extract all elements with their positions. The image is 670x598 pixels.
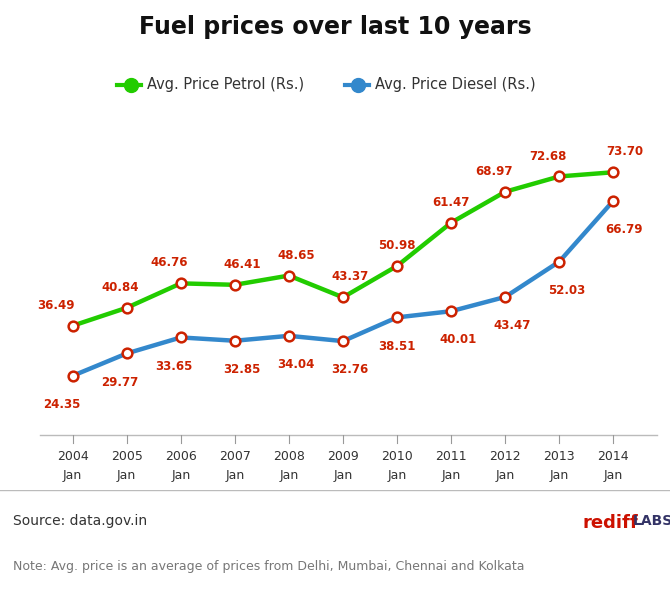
Text: 2004: 2004 (57, 450, 88, 463)
Text: 46.41: 46.41 (223, 258, 261, 271)
Text: 34.04: 34.04 (277, 358, 314, 371)
Text: Jan: Jan (63, 469, 82, 482)
Text: Source: data.gov.in: Source: data.gov.in (13, 514, 147, 528)
Text: 36.49: 36.49 (38, 299, 75, 312)
Text: 2011: 2011 (436, 450, 467, 463)
Text: Note: Avg. price is an average of prices from Delhi, Mumbai, Chennai and Kolkata: Note: Avg. price is an average of prices… (13, 560, 525, 573)
Text: 43.37: 43.37 (331, 270, 369, 283)
Text: Fuel prices over last 10 years: Fuel prices over last 10 years (139, 15, 531, 39)
Text: 66.79: 66.79 (606, 223, 643, 236)
Text: 2007: 2007 (219, 450, 251, 463)
Text: Avg. Price Petrol (Rs.): Avg. Price Petrol (Rs.) (147, 77, 305, 92)
Text: 2012: 2012 (489, 450, 521, 463)
Text: 73.70: 73.70 (606, 145, 643, 158)
Text: 2005: 2005 (111, 450, 143, 463)
Text: 2010: 2010 (381, 450, 413, 463)
Text: 33.65: 33.65 (155, 359, 192, 373)
Text: 40.01: 40.01 (440, 334, 476, 346)
Text: 24.35: 24.35 (43, 398, 80, 411)
Text: 50.98: 50.98 (379, 239, 416, 252)
Text: 46.76: 46.76 (151, 257, 188, 270)
Text: Jan: Jan (442, 469, 461, 482)
Text: Jan: Jan (604, 469, 623, 482)
Text: LABS: LABS (633, 514, 670, 528)
Text: 68.97: 68.97 (475, 165, 513, 178)
Text: 32.76: 32.76 (331, 364, 369, 376)
Text: 2013: 2013 (543, 450, 575, 463)
Text: Jan: Jan (171, 469, 190, 482)
Text: 32.85: 32.85 (223, 363, 261, 376)
Text: Jan: Jan (387, 469, 407, 482)
Text: Jan: Jan (496, 469, 515, 482)
Text: 43.47: 43.47 (494, 319, 531, 332)
Text: 72.68: 72.68 (529, 150, 567, 163)
Text: 29.77: 29.77 (101, 376, 139, 389)
Text: 38.51: 38.51 (379, 340, 416, 353)
Text: 2014: 2014 (598, 450, 629, 463)
Text: 40.84: 40.84 (101, 281, 139, 294)
Text: 2009: 2009 (327, 450, 359, 463)
Text: Jan: Jan (279, 469, 299, 482)
Text: 2008: 2008 (273, 450, 305, 463)
Text: 48.65: 48.65 (277, 249, 315, 262)
Text: rediff: rediff (583, 514, 639, 532)
Text: Jan: Jan (334, 469, 352, 482)
Text: 61.47: 61.47 (432, 196, 470, 209)
Text: Jan: Jan (549, 469, 569, 482)
Text: 2006: 2006 (165, 450, 197, 463)
Text: Avg. Price Diesel (Rs.): Avg. Price Diesel (Rs.) (375, 77, 536, 92)
Text: Jan: Jan (117, 469, 136, 482)
Text: 52.03: 52.03 (547, 284, 585, 297)
Text: Jan: Jan (225, 469, 245, 482)
